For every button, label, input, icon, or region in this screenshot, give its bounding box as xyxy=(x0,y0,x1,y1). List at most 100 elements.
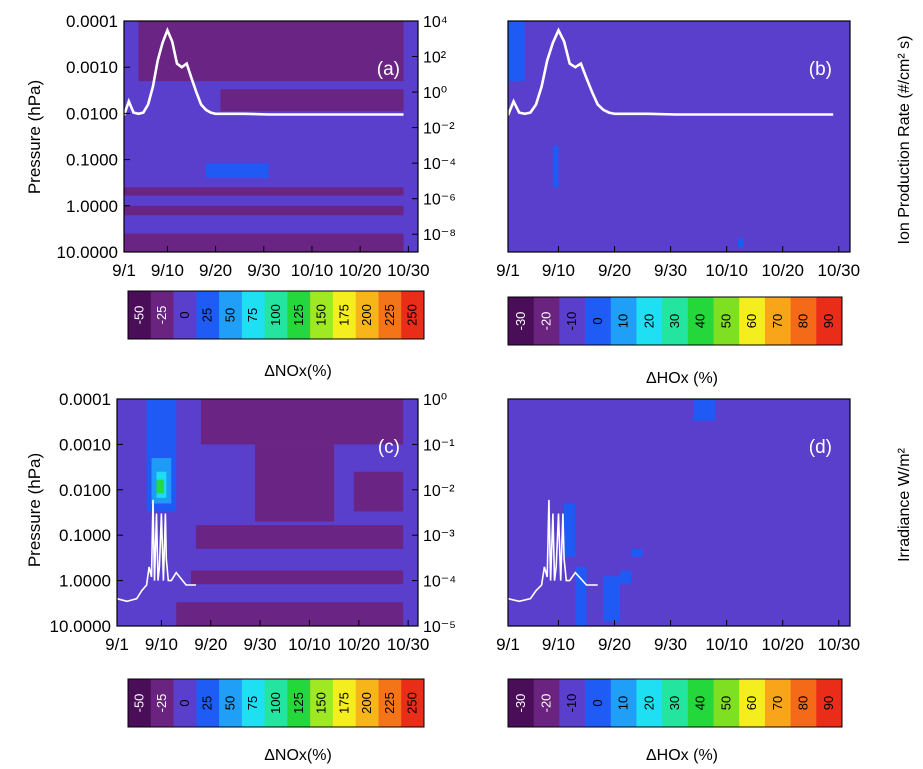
pressure-axis-label-bottom: Pressure (hPa) xyxy=(25,453,44,567)
colorbar-tick-label: -50 xyxy=(131,306,146,325)
colorbar-tick-label: 90 xyxy=(821,696,836,710)
colorbar-tick-label: -20 xyxy=(539,694,554,713)
y-tick-label: 10.0000 xyxy=(50,617,111,636)
colorbar-swatch xyxy=(610,679,637,727)
y-tick-label: 0.0100 xyxy=(59,481,111,500)
colorbar-nox-caption-top: ΔNOx(%) xyxy=(264,363,332,380)
contour-patch-1 xyxy=(220,89,404,112)
colorbar-swatch xyxy=(533,297,560,345)
x-tick-label: 9/10 xyxy=(542,635,575,654)
x-tick-label: 9/20 xyxy=(598,261,631,280)
colorbar-tick-label: 250 xyxy=(405,304,420,326)
panel-label: (c) xyxy=(378,437,400,458)
x-tick-label: 9/30 xyxy=(654,635,687,654)
contour-patch-1 xyxy=(255,444,335,522)
colorbar-tick-label: 40 xyxy=(693,696,708,710)
contour-patch-2 xyxy=(603,576,621,622)
colorbar-swatch xyxy=(585,679,612,727)
right-tick-label: 10⁻⁸ xyxy=(423,227,456,244)
panel-a: 9/1 9/10 9/20 9/30 10/10 10/20 10/30 0.0001 0.00… xyxy=(57,12,457,280)
contour-patch-1 xyxy=(575,566,587,626)
contour-patch-0 xyxy=(200,399,404,445)
colorbar-swatch xyxy=(150,291,175,339)
colorbar-swatch xyxy=(332,679,357,727)
x-tick-label: 10/30 xyxy=(387,635,430,654)
colorbar-tick-label: 100 xyxy=(268,304,283,326)
colorbar-swatch xyxy=(764,679,792,727)
x-tick-label: 10/10 xyxy=(705,635,748,654)
colorbar-tick-label: 70 xyxy=(770,696,785,710)
colorbar-swatch xyxy=(739,679,766,727)
colorbar-hox-1: -30 -20 -10 0 10 20 30 40 50 60 70 80 90 xyxy=(507,296,843,346)
colorbar-frame xyxy=(127,290,425,340)
x-tick-label: 9/10 xyxy=(145,635,178,654)
colorbar-tick-label: 125 xyxy=(291,692,306,714)
contour-patch-2 xyxy=(737,238,744,248)
colorbar-tick-label: 25 xyxy=(200,308,215,322)
contour-patch-4 xyxy=(620,570,632,585)
colorbar-swatch xyxy=(508,679,535,727)
x-tick-label: 10/30 xyxy=(818,635,861,654)
pressure-axis-label-top: Pressure (hPa) xyxy=(25,80,44,194)
x-tick-label: 9/10 xyxy=(151,261,184,280)
overlay-line-b xyxy=(506,27,834,116)
x-tick-label: 10/10 xyxy=(288,635,331,654)
plot-frame xyxy=(116,398,419,627)
colorbar-swatch xyxy=(816,297,843,345)
contour-patch-2 xyxy=(353,471,404,512)
contour-patch-0 xyxy=(508,21,525,82)
contour-patch-3 xyxy=(124,205,404,216)
colorbar-swatch xyxy=(790,297,817,345)
panel-b: 9/1 9/10 9/20 9/30 10/10 10/20 10/30 (b) xyxy=(496,20,860,280)
y-tick-label: 0.0010 xyxy=(66,58,118,77)
colorbar-swatch xyxy=(241,679,266,727)
colorbar-tick-label: -20 xyxy=(539,312,554,331)
contour-patch-0 xyxy=(138,21,404,82)
right-tick-label: 10⁻³ xyxy=(423,528,455,545)
colorbar-tick-label: 60 xyxy=(744,314,759,328)
right-tick-label: 10⁻⁴ xyxy=(423,156,456,173)
colorbar-swatch xyxy=(310,679,334,727)
x-tick-label: 9/30 xyxy=(654,261,687,280)
contour-patches xyxy=(124,21,404,252)
contour-patch-4 xyxy=(191,570,404,585)
colorbar-tick-label: 150 xyxy=(314,304,329,326)
colorbar-tick-label: -30 xyxy=(513,312,528,331)
colorbar-tick-label: 225 xyxy=(382,304,397,326)
colorbar-tick-label: 90 xyxy=(821,314,836,328)
panel-d: 9/1 9/10 9/20 9/30 10/10 10/20 10/30 (d) xyxy=(496,398,861,654)
x-tick-label: 9/1 xyxy=(496,261,520,280)
colorbar-tick-label: 50 xyxy=(718,314,733,328)
colorbar-swatch xyxy=(533,679,560,727)
plot-frame xyxy=(123,20,419,253)
colorbar-tick-label: 20 xyxy=(641,696,656,710)
colorbar-tick-label: 30 xyxy=(667,696,682,710)
x-tick-label: 10/20 xyxy=(339,261,382,280)
colorbar-tick-label: 0 xyxy=(177,311,192,318)
colorbar-swatch xyxy=(173,679,197,727)
colorbar-tick-label: 200 xyxy=(359,692,374,714)
colorbar-swatch xyxy=(128,679,152,727)
panel-label: (d) xyxy=(809,437,832,458)
overlay-line-d xyxy=(507,499,598,603)
x-tick-label: 9/20 xyxy=(598,635,631,654)
colorbar-tick-label: 25 xyxy=(200,696,215,710)
x-tick-label: 9/10 xyxy=(542,261,575,280)
colorbar-tick-label: 0 xyxy=(177,699,192,706)
plot-frame xyxy=(507,398,851,627)
y-tick-label: 0.0001 xyxy=(66,12,118,31)
colorbar-tick-label: -10 xyxy=(564,694,579,713)
colorbar-frame xyxy=(127,678,425,728)
colorbar-nox-2: -50 -25 0 25 50 75 100 125 150 175 200 225 250 xyxy=(127,678,425,728)
colorbar-tick-label: 80 xyxy=(796,314,811,328)
colorbar-swatch xyxy=(401,679,425,727)
panel-label: (a) xyxy=(377,59,400,80)
colorbar-tick-label: 50 xyxy=(223,308,238,322)
field-background xyxy=(508,399,850,626)
colorbar-swatch xyxy=(219,679,243,727)
contour-patch-3 xyxy=(195,525,404,549)
colorbar-tick-label: 10 xyxy=(616,314,631,328)
colorbar-tick-label: -25 xyxy=(154,694,169,713)
right-tick-label: 10⁻¹ xyxy=(423,437,455,454)
